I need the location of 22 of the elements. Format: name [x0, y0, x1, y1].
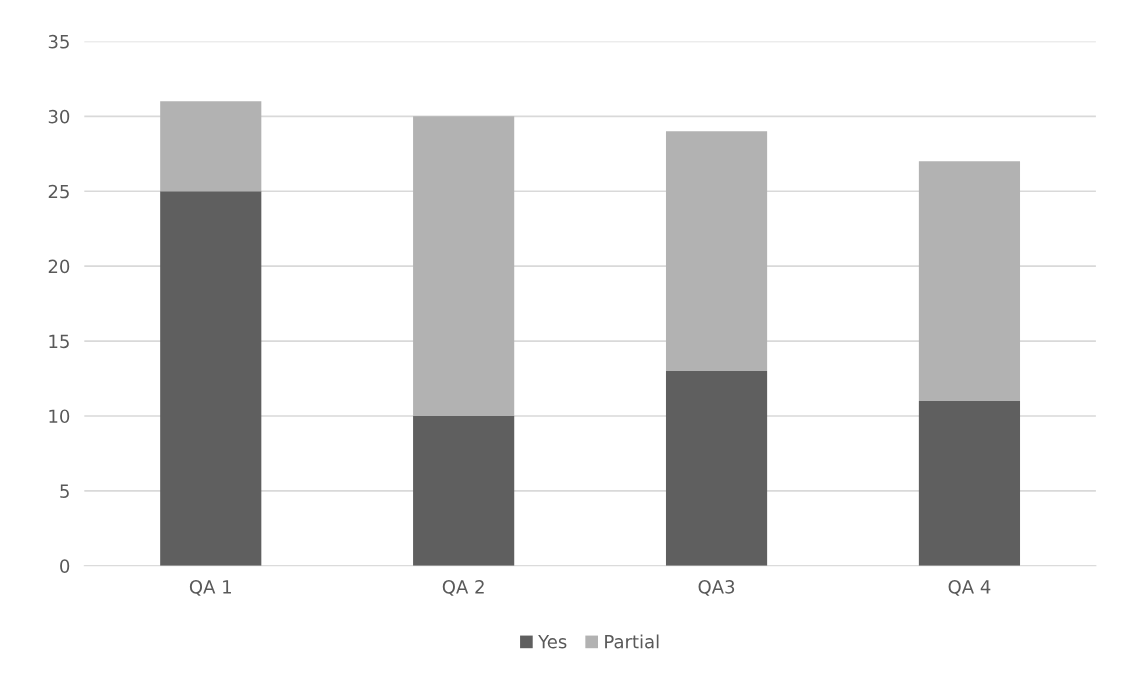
x-tick-label: QA3	[698, 580, 735, 596]
bar	[665, 131, 768, 372]
y-tick-label: 30	[48, 109, 70, 124]
y-tick-label: 20	[48, 259, 70, 274]
y-tick-label: 5	[60, 484, 69, 498]
x-tick-label: QA 1	[189, 580, 231, 596]
bar	[918, 400, 1021, 566]
y-tick-label: 15	[49, 334, 69, 349]
y-tick-label: 35	[48, 34, 69, 49]
y-tick-label: 10	[49, 409, 70, 424]
legend-label: Yes	[538, 635, 567, 649]
legend-label: Partial	[605, 634, 659, 649]
bar	[160, 191, 262, 566]
x-tick-label: QA 2	[442, 580, 484, 596]
bar	[413, 116, 515, 416]
bar	[918, 161, 1021, 401]
bar	[160, 101, 262, 192]
x-tick-label: QA 4	[948, 580, 991, 596]
bar	[413, 415, 515, 566]
y-tick-label: 25	[48, 184, 69, 199]
y-tick-label: 0	[60, 559, 70, 573]
bar	[665, 371, 768, 566]
